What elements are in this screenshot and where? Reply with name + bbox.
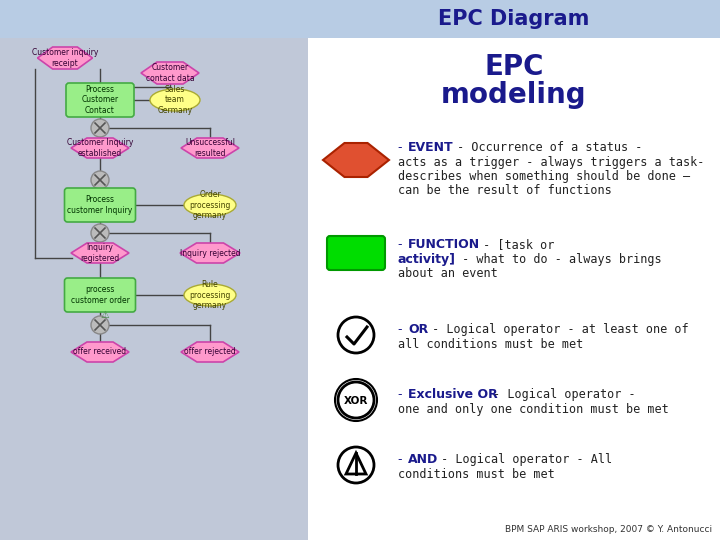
Text: Inquiry rejected: Inquiry rejected [180, 248, 240, 258]
Text: ⚠: ⚠ [101, 310, 109, 320]
FancyBboxPatch shape [0, 0, 720, 38]
Text: EVENT: EVENT [408, 141, 454, 154]
Circle shape [338, 447, 374, 483]
Text: -: - [398, 141, 407, 154]
Polygon shape [323, 143, 389, 177]
Text: -: - [398, 238, 407, 251]
Circle shape [338, 382, 374, 418]
Text: -: - [398, 453, 407, 466]
Text: XOR: XOR [344, 396, 368, 406]
FancyBboxPatch shape [65, 188, 135, 222]
Ellipse shape [184, 194, 236, 216]
Text: activity]: activity] [398, 253, 456, 266]
Text: -: - [398, 323, 407, 336]
Text: - Logical operator - at least one of: - Logical operator - at least one of [425, 323, 688, 336]
Text: acts as a trigger - always triggers a task-: acts as a trigger - always triggers a ta… [398, 156, 704, 169]
Ellipse shape [184, 284, 236, 306]
Text: Process
customer Inquiry: Process customer Inquiry [68, 195, 132, 215]
Text: - Occurrence of a status -: - Occurrence of a status - [450, 141, 642, 154]
Text: Order
processing
germany: Order processing germany [189, 190, 230, 220]
Text: process
customer order: process customer order [71, 285, 130, 305]
Circle shape [91, 171, 109, 189]
FancyBboxPatch shape [65, 278, 135, 312]
Text: describes when something should be done –: describes when something should be done … [398, 170, 690, 183]
FancyBboxPatch shape [308, 38, 720, 540]
FancyBboxPatch shape [0, 38, 308, 540]
Text: Exclusive OR: Exclusive OR [408, 388, 498, 401]
Ellipse shape [150, 89, 200, 111]
Text: Process
Customer
Contact: Process Customer Contact [81, 85, 119, 115]
Text: BPM SAP ARIS workshop, 2007 © Y. Antonucci: BPM SAP ARIS workshop, 2007 © Y. Antonuc… [505, 525, 712, 534]
Circle shape [91, 316, 109, 334]
Text: EPC Diagram: EPC Diagram [438, 9, 590, 29]
Polygon shape [180, 243, 240, 263]
Polygon shape [181, 342, 239, 362]
Text: FUNCTION: FUNCTION [408, 238, 480, 251]
Text: about an event: about an event [398, 267, 498, 280]
Text: - [task or: - [task or [476, 238, 554, 251]
Text: conditions must be met: conditions must be met [398, 468, 554, 481]
FancyBboxPatch shape [66, 83, 134, 117]
Circle shape [91, 119, 109, 137]
Text: Inquiry
registered: Inquiry registered [81, 244, 120, 262]
Text: can be the result of functions: can be the result of functions [398, 184, 612, 197]
Circle shape [338, 317, 374, 353]
Text: - Logical operator -: - Logical operator - [486, 388, 636, 401]
Text: Customer inquiry
receipt: Customer inquiry receipt [32, 48, 98, 68]
Text: Unsuccessful
resulted: Unsuccessful resulted [185, 138, 235, 158]
Text: all conditions must be met: all conditions must be met [398, 338, 583, 351]
Text: AND: AND [408, 453, 438, 466]
Text: offer received: offer received [73, 348, 127, 356]
FancyBboxPatch shape [327, 236, 385, 270]
Text: offer rejected: offer rejected [184, 348, 236, 356]
Polygon shape [71, 243, 129, 263]
Polygon shape [71, 138, 129, 158]
Text: Customer Inquiry
established: Customer Inquiry established [67, 138, 133, 158]
Text: EPC: EPC [485, 53, 544, 81]
Text: - what to do - always brings: - what to do - always brings [455, 253, 662, 266]
Text: Sales
team
Germany: Sales team Germany [158, 85, 192, 115]
Circle shape [91, 224, 109, 242]
Polygon shape [141, 62, 199, 84]
Text: Rule
processing
germany: Rule processing germany [189, 280, 230, 310]
Text: modeling: modeling [441, 81, 587, 109]
Text: -: - [398, 388, 407, 401]
Polygon shape [37, 47, 92, 69]
Polygon shape [71, 342, 129, 362]
Text: one and only one condition must be met: one and only one condition must be met [398, 403, 669, 416]
Text: - Logical operator - All: - Logical operator - All [434, 453, 612, 466]
Polygon shape [181, 138, 239, 158]
Text: OR: OR [408, 323, 428, 336]
Text: Customer
contact data: Customer contact data [145, 63, 194, 83]
